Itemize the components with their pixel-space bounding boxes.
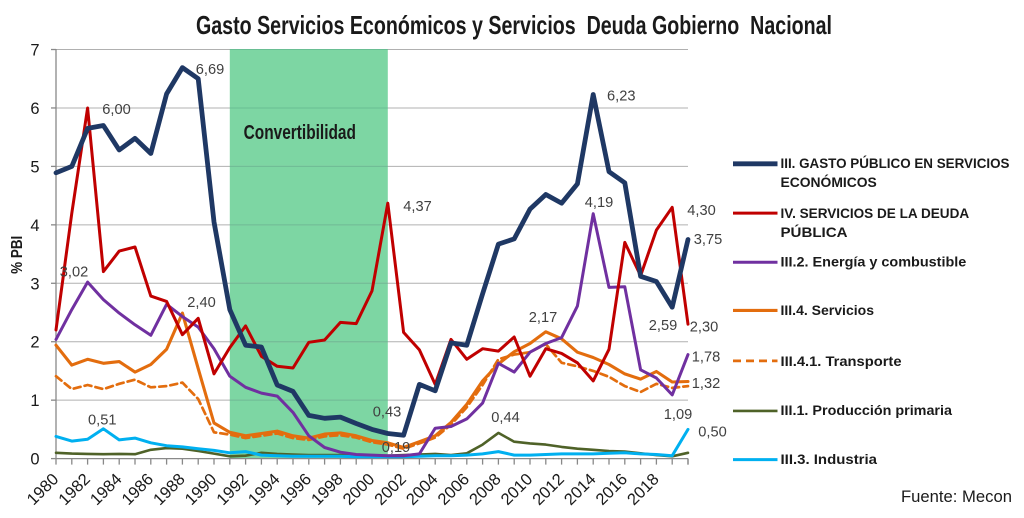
svg-text:PÚBLICA: PÚBLICA [781, 225, 848, 240]
svg-text:Gasto Servicios Económicos y S: Gasto Servicios Económicos y Servicios D… [196, 10, 832, 40]
svg-text:III.2. Energía y combustible: III.2. Energía y combustible [781, 254, 967, 269]
svg-text:2,17: 2,17 [529, 310, 558, 326]
svg-text:Convertibilidad: Convertibilidad [244, 122, 356, 144]
svg-text:1: 1 [30, 392, 39, 410]
svg-text:0,50: 0,50 [698, 425, 727, 441]
svg-text:0: 0 [30, 451, 39, 469]
svg-text:III. GASTO PÚBLICO EN SERVICIO: III. GASTO PÚBLICO EN SERVICIOS [781, 156, 1010, 171]
svg-text:III.1. Producción primaria: III.1. Producción primaria [781, 403, 953, 418]
svg-text:4: 4 [30, 217, 39, 235]
svg-text:3,75: 3,75 [694, 232, 723, 248]
svg-text:1,32: 1,32 [692, 376, 721, 392]
svg-text:6,00: 6,00 [102, 102, 131, 118]
svg-text:7: 7 [30, 42, 39, 60]
svg-text:2,59: 2,59 [649, 318, 678, 334]
svg-text:4,19: 4,19 [585, 195, 614, 211]
svg-text:4,30: 4,30 [687, 203, 716, 219]
svg-text:1,78: 1,78 [692, 350, 721, 366]
svg-text:III.4.1. Transporte: III.4.1. Transporte [781, 354, 902, 369]
svg-text:6: 6 [30, 100, 39, 118]
svg-text:3,02: 3,02 [60, 265, 89, 281]
svg-text:III.4. Servicios: III.4. Servicios [781, 303, 875, 318]
svg-text:4,37: 4,37 [403, 199, 432, 215]
svg-text:6,69: 6,69 [196, 62, 225, 78]
svg-text:ECONÓMICOS: ECONÓMICOS [781, 175, 877, 190]
svg-text:Fuente: Mecon: Fuente: Mecon [901, 488, 1012, 506]
svg-text:5: 5 [30, 158, 39, 176]
svg-text:2,40: 2,40 [187, 295, 216, 311]
svg-text:3: 3 [30, 275, 39, 293]
svg-text:% PBI: % PBI [9, 236, 26, 274]
svg-text:6,23: 6,23 [607, 89, 636, 105]
svg-text:0,44: 0,44 [491, 410, 520, 426]
svg-text:0,43: 0,43 [373, 405, 402, 421]
svg-text:2,30: 2,30 [690, 320, 719, 336]
svg-text:1,09: 1,09 [664, 407, 693, 423]
svg-text:0,51: 0,51 [88, 413, 117, 429]
svg-text:0,19: 0,19 [382, 440, 411, 456]
svg-text:2: 2 [30, 334, 39, 352]
svg-text:III.3. Industria: III.3. Industria [781, 452, 878, 467]
svg-text:IV. SERVICIOS DE LA DEUDA: IV. SERVICIOS DE LA DEUDA [781, 206, 970, 221]
